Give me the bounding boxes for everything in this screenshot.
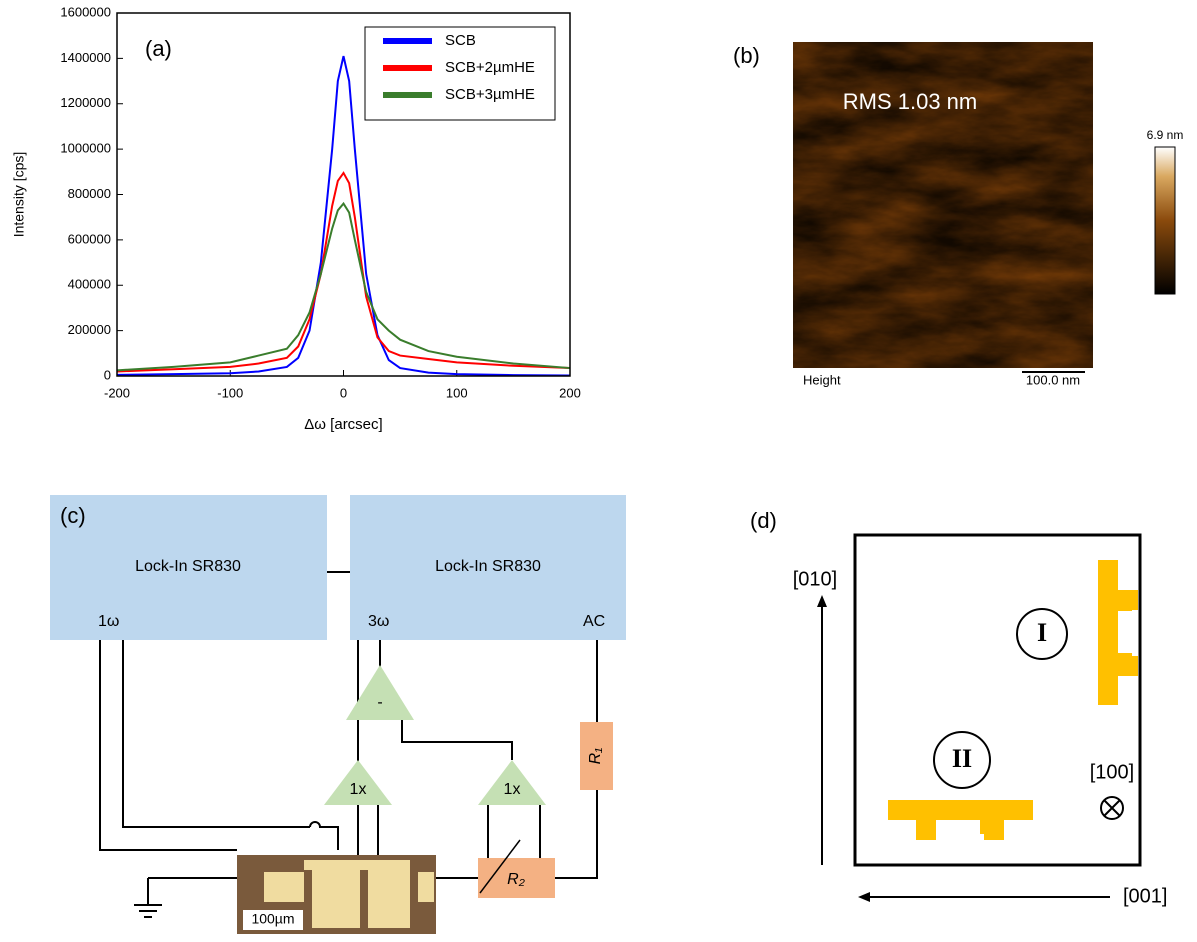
- panel-label: (c): [60, 503, 86, 528]
- legend-label: SCB: [445, 32, 476, 49]
- resistor-label: R₁: [587, 748, 604, 765]
- out-of-plane-symbol: [1104, 800, 1120, 816]
- afm-panel: (b) RMS 1.03 nm Height 100.0 nm 6.9 nm: [733, 42, 1183, 387]
- x-tick-label: 100: [446, 385, 468, 400]
- figure: (a) 0 200000 400000 600000 800000 1000000 12000…: [0, 0, 1197, 938]
- chart-a: (a) 0 200000 400000 600000 800000 1000000 12000…: [11, 4, 581, 433]
- y-tick-label: 400000: [68, 277, 111, 292]
- heater-electrodes: [888, 560, 1138, 840]
- arrowhead: [858, 892, 870, 902]
- x-tick-label: -100: [217, 385, 243, 400]
- panel-label: (a): [145, 36, 172, 61]
- y-tick-label: 200000: [68, 322, 111, 337]
- amp-label: 1x: [350, 781, 367, 798]
- port-label: 1ω: [98, 613, 119, 630]
- schematic-panel: (d) [010] [001] [100] I II: [750, 508, 1167, 907]
- rms-label: RMS 1.03 nm: [843, 89, 978, 114]
- y-tick-label: 1200000: [60, 95, 111, 110]
- sample-label: I: [1037, 618, 1047, 647]
- port-label: AC: [583, 613, 605, 630]
- y-axis-label: Intensity [cps]: [11, 152, 27, 238]
- port-label: 3ω: [368, 613, 389, 630]
- amp-label: -: [377, 694, 382, 711]
- box-label: Lock-In SR830: [135, 558, 241, 575]
- scale-bar-label: 100.0 nm: [1026, 372, 1080, 387]
- y-tick-label: 600000: [68, 231, 111, 246]
- resistor-label: R₂: [507, 871, 525, 888]
- diff-amp: [346, 665, 414, 720]
- color-bar-max: 6.9 nm: [1147, 128, 1184, 142]
- axis-label: [001]: [1123, 885, 1167, 907]
- x-tick-label: -200: [104, 385, 130, 400]
- x-tick-label: 200: [559, 385, 581, 400]
- panel-label: (d): [750, 508, 777, 533]
- legend-label: SCB+2µmHE: [445, 59, 535, 76]
- legend-label: SCB+3µmHE: [445, 86, 535, 103]
- channel-label: Height: [803, 372, 841, 387]
- y-tick-label: 0: [104, 367, 111, 382]
- box-label: Lock-In SR830: [435, 558, 541, 575]
- y-tick-label: 1400000: [60, 50, 111, 65]
- panel-label: (b): [733, 43, 760, 68]
- x-axis-label: Δω [arcsec]: [304, 416, 382, 433]
- color-bar: [1155, 147, 1175, 294]
- data-line: [117, 204, 570, 371]
- y-tick-label: 800000: [68, 186, 111, 201]
- axis-label: [010]: [793, 568, 837, 590]
- amp-label: 1x: [504, 781, 521, 798]
- axis-label: [100]: [1090, 761, 1134, 783]
- x-tick-label: 0: [340, 385, 347, 400]
- arrowhead: [817, 595, 827, 607]
- y-tick-label: 1600000: [60, 4, 111, 19]
- scale-label: 100µm: [251, 911, 294, 927]
- sample-label: II: [952, 744, 972, 773]
- y-tick-label: 1000000: [60, 141, 111, 156]
